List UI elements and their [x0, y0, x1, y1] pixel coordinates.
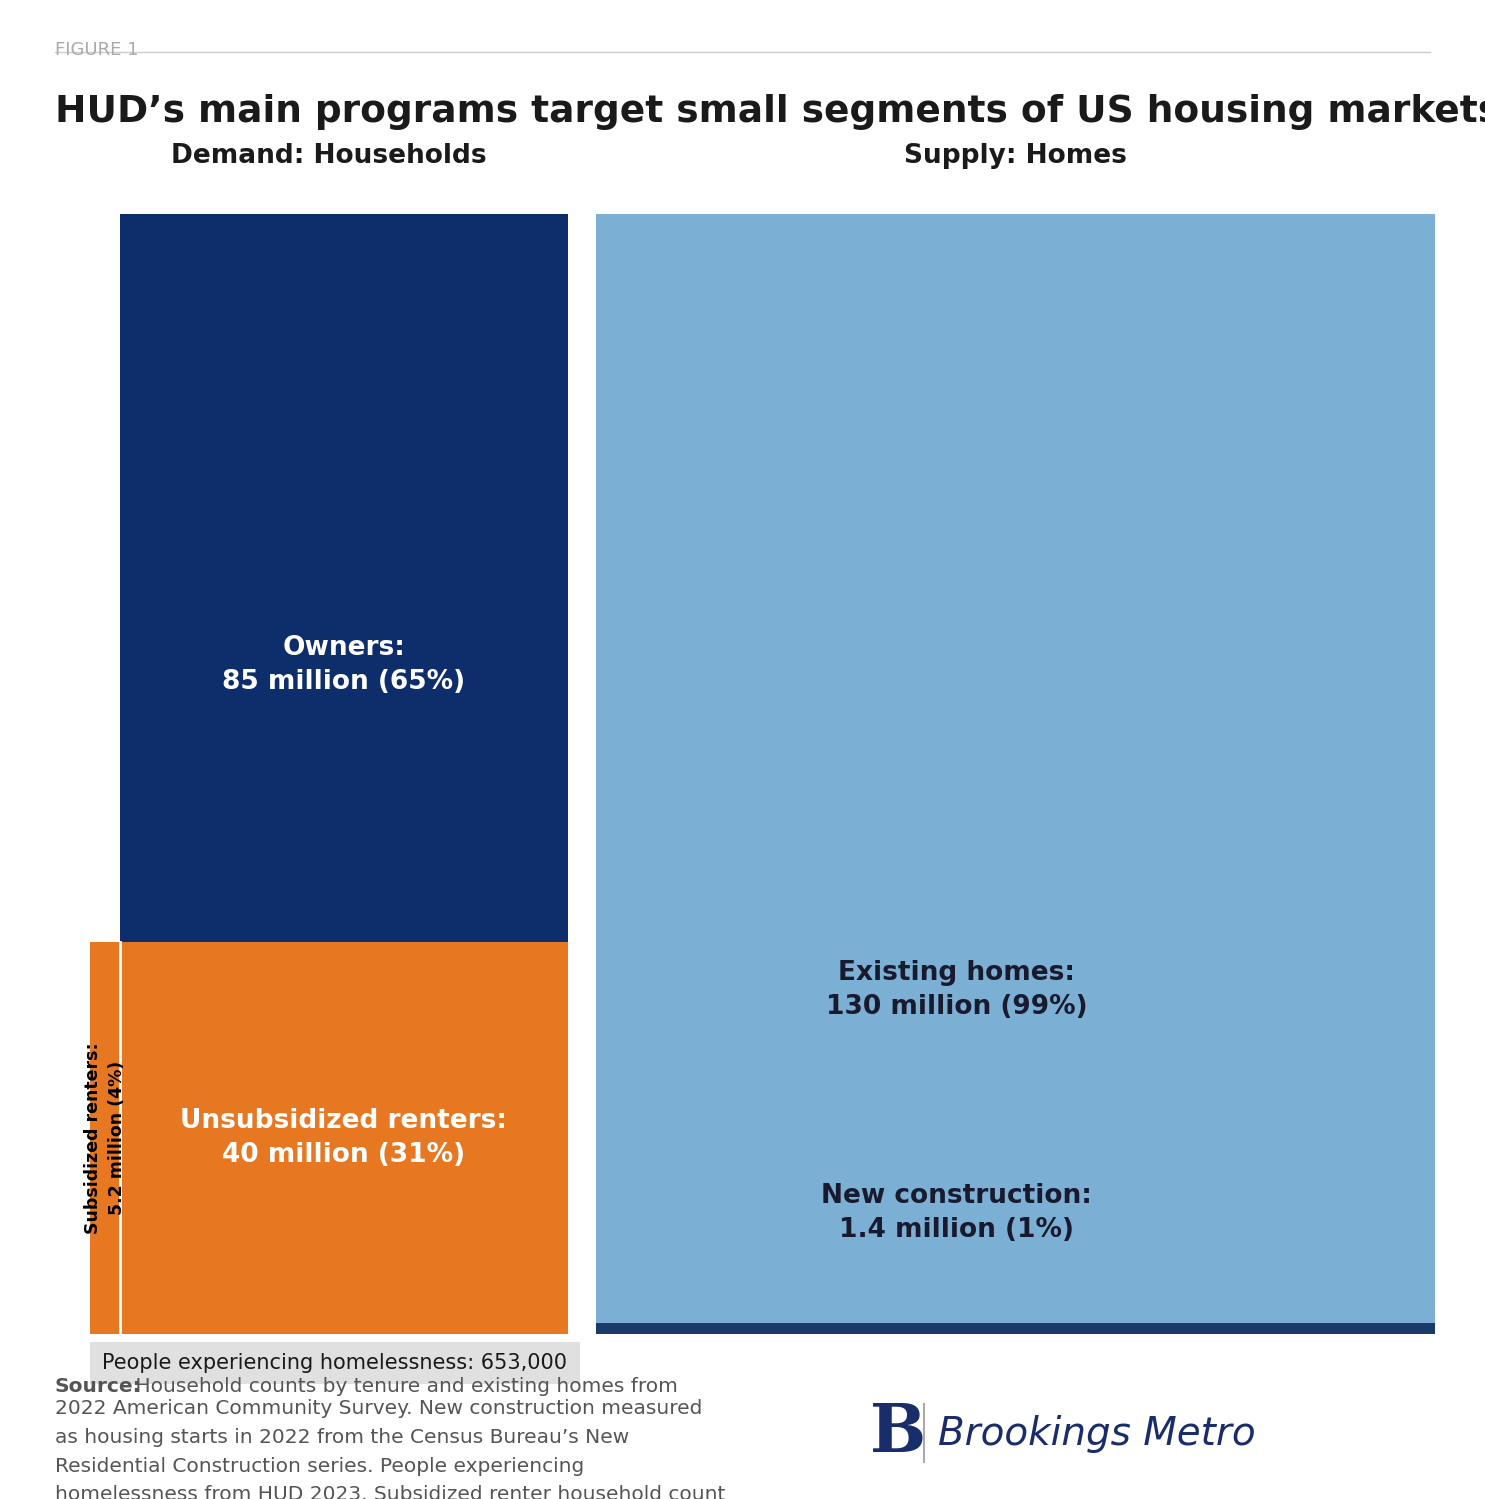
Text: Existing homes:
130 million (99%): Existing homes: 130 million (99%)	[826, 961, 1087, 1021]
Text: FIGURE 1: FIGURE 1	[55, 40, 138, 58]
Text: People experiencing homelessness: 653,000: People experiencing homelessness: 653,00…	[102, 1354, 567, 1373]
Bar	[120, 214, 567, 941]
Text: Demand: Households: Demand: Households	[171, 142, 487, 169]
Text: 2022 American Community Survey. New construction measured
as housing starts in 2: 2022 American Community Survey. New cons…	[55, 1399, 725, 1499]
Bar	[595, 214, 1435, 1322]
Text: Brookings Metro: Brookings Metro	[939, 1415, 1256, 1453]
Text: Household counts by tenure and existing homes from: Household counts by tenure and existing …	[129, 1378, 677, 1396]
Text: Owners:
85 million (65%): Owners: 85 million (65%)	[223, 636, 466, 696]
Text: Supply: Homes: Supply: Homes	[904, 142, 1127, 169]
Text: New construction:
1.4 million (1%): New construction: 1.4 million (1%)	[821, 1183, 1091, 1243]
Bar	[91, 941, 120, 1334]
Bar	[595, 1322, 1435, 1334]
Text: Source:: Source:	[55, 1378, 141, 1396]
Text: HUD’s main programs target small segments of US housing markets: HUD’s main programs target small segment…	[55, 94, 1485, 130]
Text: B: B	[870, 1402, 927, 1466]
Bar	[91, 1342, 581, 1384]
Text: Subsidized renters:
5.2 million (4%): Subsidized renters: 5.2 million (4%)	[85, 1042, 126, 1234]
Bar	[120, 941, 567, 1334]
Text: Unsubsidized renters:
40 million (31%): Unsubsidized renters: 40 million (31%)	[181, 1108, 508, 1168]
